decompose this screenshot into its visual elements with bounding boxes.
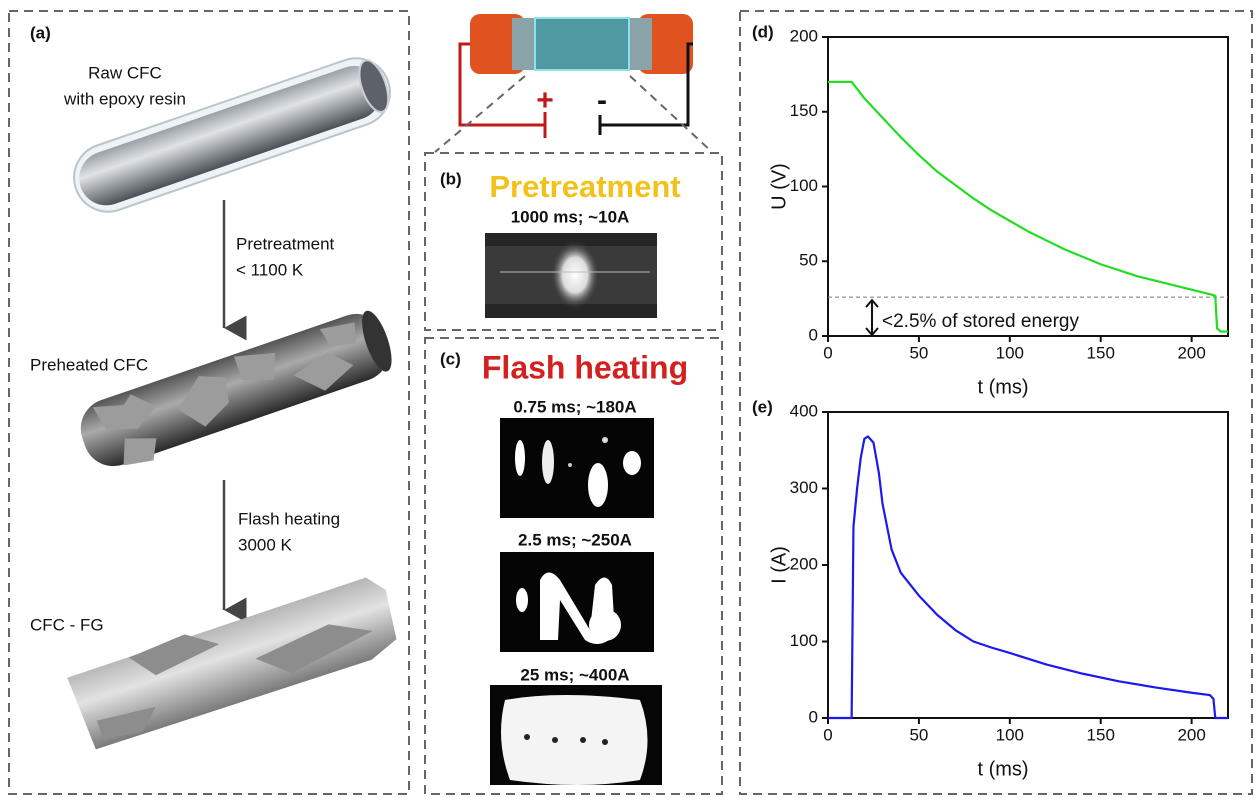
x-tick-label: 200 bbox=[1177, 343, 1205, 362]
data-line bbox=[828, 435, 1228, 720]
frame-caption: 25 ms; ~400A bbox=[520, 665, 629, 684]
x-tick-label: 200 bbox=[1177, 725, 1205, 744]
x-tick-label: 150 bbox=[1087, 343, 1115, 362]
panel-label: (a) bbox=[30, 23, 51, 42]
x-axis-label: t (ms) bbox=[977, 758, 1028, 780]
y-axis-label: I (A) bbox=[768, 546, 790, 584]
plot-frame bbox=[827, 36, 1229, 337]
arrow-label: Pretreatment bbox=[236, 234, 335, 253]
panel-title: Pretreatment bbox=[489, 169, 680, 204]
y-tick-label: 0 bbox=[809, 325, 818, 344]
plot-frame bbox=[827, 411, 1229, 719]
panel-de-box bbox=[739, 10, 1253, 795]
x-tick-label: 0 bbox=[823, 343, 832, 362]
arrow-label: Flash heating bbox=[238, 509, 340, 528]
data-line bbox=[828, 80, 1228, 333]
y-tick-label: 50 bbox=[799, 251, 818, 270]
frame-image bbox=[485, 233, 657, 318]
frame-image bbox=[490, 685, 662, 785]
x-tick-label: 0 bbox=[823, 725, 832, 744]
x-tick-label: 150 bbox=[1087, 725, 1115, 744]
panel-b-box bbox=[424, 152, 723, 331]
panel-title: Flash heating bbox=[482, 349, 688, 385]
y-tick-label: 200 bbox=[790, 554, 818, 573]
annotation: <2.5% of stored energy bbox=[882, 311, 1079, 332]
frame-caption: 1000 ms; ~10A bbox=[511, 207, 630, 226]
frame-image bbox=[500, 418, 654, 518]
circuit-sample bbox=[434, 14, 713, 153]
panel-a-box bbox=[8, 10, 410, 795]
y-tick-label: 200 bbox=[790, 26, 818, 45]
x-tick-label: 50 bbox=[909, 725, 928, 744]
step-label: with epoxy resin bbox=[63, 89, 186, 108]
y-tick-label: 100 bbox=[790, 631, 818, 650]
frame-caption: 2.5 ms; ~250A bbox=[518, 530, 632, 549]
x-tick-label: 100 bbox=[996, 343, 1024, 362]
y-tick-label: 400 bbox=[790, 401, 818, 420]
arrow-label: 3000 K bbox=[238, 535, 293, 554]
arrow-label: < 1100 K bbox=[236, 260, 304, 279]
y-tick-label: 300 bbox=[790, 478, 818, 497]
step-label: Raw CFC bbox=[88, 63, 162, 82]
x-tick-label: 50 bbox=[909, 343, 928, 362]
frame-image bbox=[500, 552, 654, 652]
raw-cfc-cylinder bbox=[73, 57, 391, 213]
x-axis-label: t (ms) bbox=[977, 376, 1028, 398]
y-axis-label: U (V) bbox=[768, 163, 790, 210]
x-tick-label: 100 bbox=[996, 725, 1024, 744]
step-label: CFC - FG bbox=[30, 615, 104, 634]
frame-caption: 0.75 ms; ~180A bbox=[513, 397, 636, 416]
preheated-cfc-cylinder bbox=[80, 310, 392, 467]
panel-label: (e) bbox=[752, 397, 773, 416]
double-arrow bbox=[865, 298, 879, 337]
negative-terminal: - bbox=[597, 84, 607, 117]
panel-label: (b) bbox=[440, 169, 462, 188]
y-tick-label: 150 bbox=[790, 101, 818, 120]
cfc-fg-cylinder bbox=[67, 577, 397, 750]
panel-c-box bbox=[424, 337, 723, 795]
positive-terminal: + bbox=[536, 84, 554, 117]
y-tick-label: 100 bbox=[790, 176, 818, 195]
panel-label: (d) bbox=[752, 22, 774, 41]
panel-label: (c) bbox=[440, 349, 461, 368]
step-label: Preheated CFC bbox=[30, 355, 148, 374]
y-tick-label: 0 bbox=[809, 707, 818, 726]
